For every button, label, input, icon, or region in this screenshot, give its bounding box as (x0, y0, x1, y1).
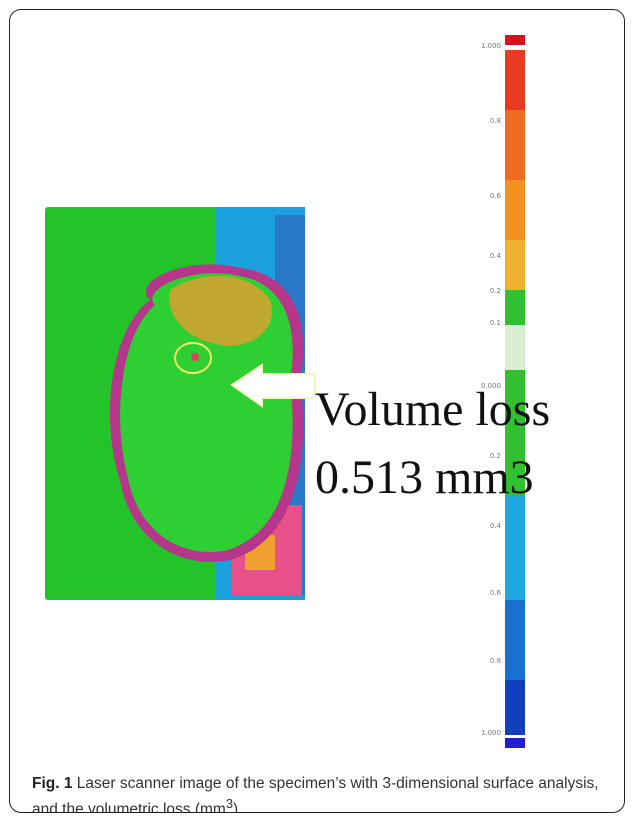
figure-frame: 1.000 0.8 0.6 0.4 0.2 0.1 0.000 0.2 0.4 0.6 0.8 1.0… (9, 9, 625, 813)
annotation: Volume loss (315, 383, 550, 436)
colorbar (505, 35, 525, 748)
figure-image: 1.000 0.8 0.6 0.4 0.2 0.1 0.000 0.2 0.4 0.6 0.8 1.0… (45, 35, 550, 748)
highlight-circle (174, 342, 212, 374)
colorbar-tick-label: 0.2 (490, 287, 501, 295)
colorbar-tick-label: 0.8 (490, 117, 501, 125)
colorbar-tick-label: 0.4 (490, 252, 502, 260)
arrow (230, 363, 316, 408)
colorbar-tick-label: 0.1 (490, 319, 501, 327)
tooth-surface (120, 273, 293, 553)
annotation: 0.513 mm3 (315, 451, 534, 504)
caption-text: Laser scanner image of the specimen’s wi… (32, 775, 599, 813)
colorbar-tick-label: 1.000 (481, 729, 501, 737)
caption-text: ) (233, 801, 239, 813)
caption-superscript: 3 (225, 796, 233, 811)
wear-area (169, 276, 272, 346)
colorbar-tick-label: 0.2 (490, 452, 501, 460)
caption-label: Fig. 1 (32, 775, 73, 792)
colorbar-tick-label: 0.8 (490, 657, 501, 665)
colorbar-tick-label: 1.000 (481, 42, 501, 50)
colorbar-tick-label: 0.6 (490, 192, 502, 200)
caption: Fig. 1 Laser scanner image of the specim… (32, 774, 622, 813)
colorbar-tick-label: 0.4 (490, 522, 502, 530)
colorbar-tick-label: 0.6 (490, 589, 502, 597)
loss-spot (191, 353, 199, 361)
colorbar-tick-label: 0.000 (481, 382, 501, 390)
